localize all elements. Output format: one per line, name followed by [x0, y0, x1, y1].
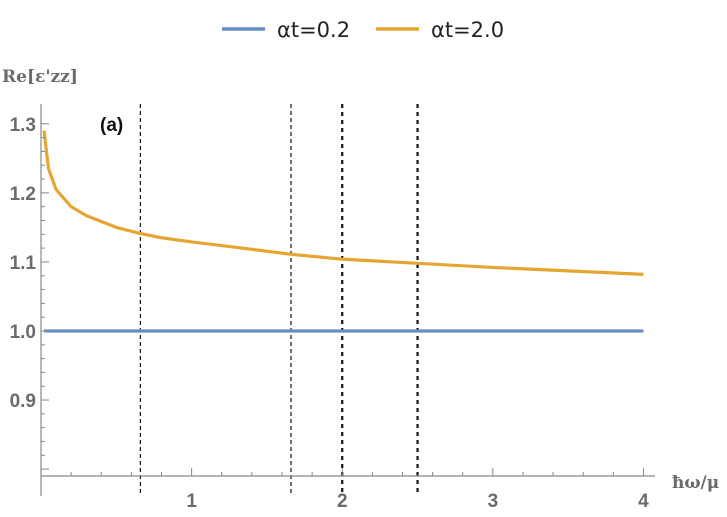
- labels: 1 2 3 4 0.9 1.0 1.1 1.2 1.3 Re[ε'zz] ħω/μ (a): [2, 67, 719, 512]
- x-tick-label: 4: [638, 491, 649, 512]
- y-tick-label: 1.3: [10, 115, 36, 136]
- axes: [40, 104, 655, 496]
- legend: αt=0.2 αt=2.0: [222, 18, 504, 42]
- x-tick-label: 2: [337, 491, 348, 512]
- y-tick-label: 1.1: [10, 253, 37, 274]
- legend-label: αt=2.0: [431, 18, 504, 42]
- legend-label: αt=0.2: [277, 18, 350, 42]
- panel-label: (a): [100, 115, 123, 136]
- y-tick-label: 1.0: [10, 322, 36, 343]
- x-axis-label: ħω/μ: [672, 473, 719, 493]
- series-group: [42, 130, 644, 333]
- reference-lines: [139, 104, 419, 496]
- y-axis-label: Re[ε'zz]: [2, 67, 78, 87]
- series-line: [42, 130, 644, 276]
- y-tick-label: 0.9: [10, 391, 36, 412]
- y-tick-label: 1.2: [10, 184, 36, 205]
- x-tick-label: 1: [186, 491, 197, 512]
- x-tick-label: 3: [488, 491, 499, 512]
